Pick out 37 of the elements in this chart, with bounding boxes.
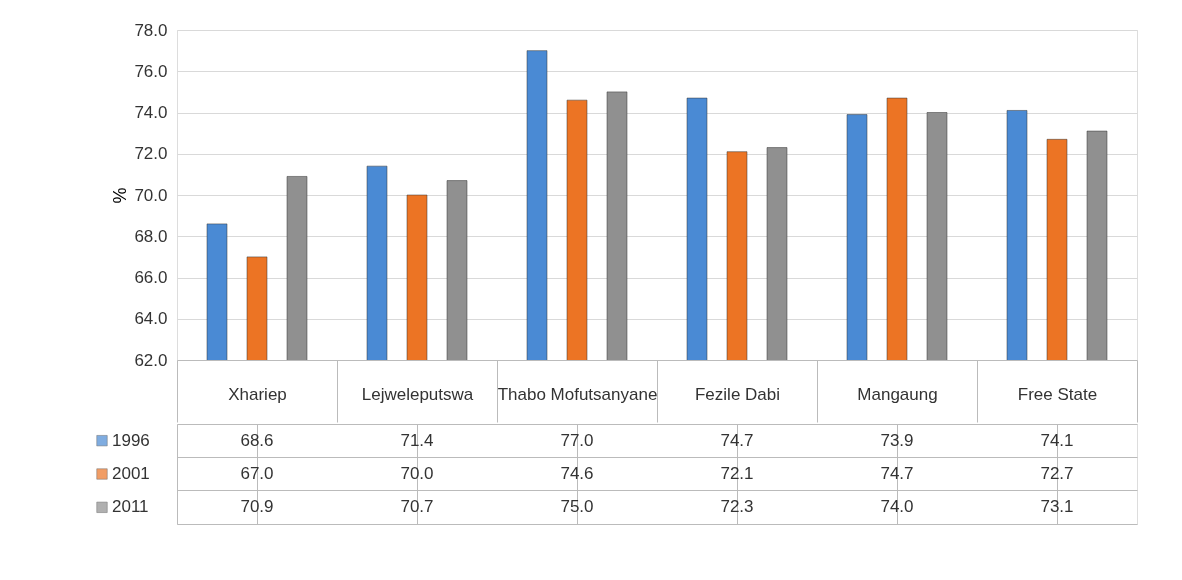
legend-label: 2001: [112, 464, 150, 483]
data-label: 72.7: [1040, 464, 1074, 483]
data-label: 73.1: [1040, 497, 1074, 517]
y-tick-label: 70.0: [134, 185, 168, 205]
legend-label: 1996: [112, 430, 150, 450]
data-label: 67.0: [240, 464, 274, 483]
y-tick-label: 78.0: [134, 20, 168, 40]
data-label: 70.9: [240, 497, 274, 517]
data-label: 75.0: [560, 497, 594, 517]
data-label: 74.0: [880, 497, 914, 517]
data-label: 72.3: [720, 497, 754, 517]
y-tick-label: 72.0: [134, 144, 168, 164]
data-label: 74.6: [560, 464, 594, 483]
x-tick-label: Fezile Dabi: [694, 384, 781, 404]
y-tick-label: 62.0: [134, 350, 168, 370]
data-label: 74.7: [880, 464, 914, 483]
data-label: 74.1: [1040, 430, 1074, 450]
x-tick-label: Free State: [1017, 384, 1098, 404]
data-label: 72.1: [720, 464, 754, 483]
y-tick-label: 64.0: [134, 309, 168, 329]
data-label: 74.7: [720, 430, 754, 450]
y-axis-title: %: [110, 187, 131, 204]
x-tick-label: Xhariep: [228, 384, 287, 404]
data-label: 71.4: [400, 430, 434, 450]
data-label: 73.9: [880, 430, 914, 450]
data-label: 77.0: [560, 430, 594, 450]
data-label: 70.0: [400, 464, 434, 483]
y-tick-label: 68.0: [134, 226, 168, 246]
x-tick-label: Lejweleputswa: [361, 384, 474, 404]
legend-label: 2011: [112, 497, 149, 517]
data-label: 70.7: [400, 497, 434, 517]
y-tick-label: 76.0: [134, 61, 168, 81]
x-tick-label: Thabo Mofutsanyane: [497, 384, 658, 404]
x-tick-label: Mangaung: [857, 384, 938, 404]
y-tick-label: 66.0: [134, 268, 168, 287]
y-tick-label: 74.0: [134, 103, 168, 122]
data-label: 68.6: [240, 430, 274, 450]
